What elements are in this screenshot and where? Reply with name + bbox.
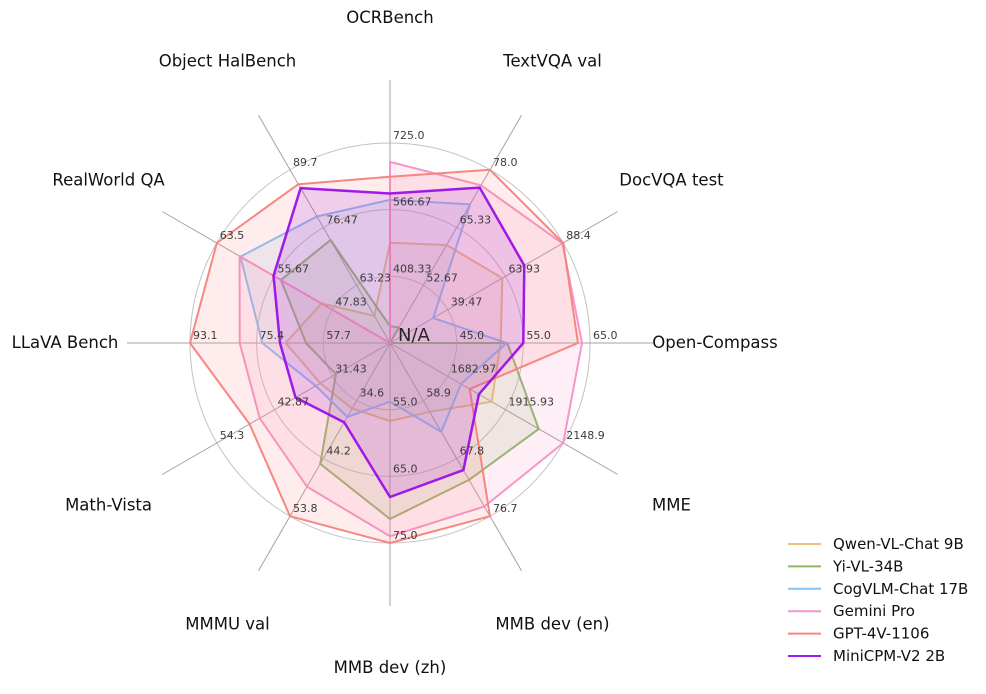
- tick-label-mme-2: 2148.9: [566, 429, 605, 442]
- series-polygons: [189, 160, 583, 544]
- axis-spoke-docvqa-test: [389, 211, 619, 344]
- tick-label-docvqa-test-1: 63.93: [508, 262, 540, 275]
- axis-title-mme: MME: [652, 496, 691, 515]
- tick-label-llava-bench-2: 93.1: [193, 329, 218, 342]
- tick-label-docvqa-test-2: 88.4: [566, 229, 591, 242]
- axis-title-math-vista: Math-Vista: [65, 496, 152, 515]
- tick-label-llava-bench-0: 57.7: [326, 329, 351, 342]
- tick-label-ocrbench-2: 725.0: [393, 129, 425, 142]
- tick-label-mmb-dev-en-1: 67.8: [460, 444, 485, 457]
- axis-title-docvqa-test: DocVQA test: [619, 171, 724, 190]
- series-fill-gemini-pro: [239, 161, 582, 537]
- axis-title-open-compass: Open-Compass: [652, 333, 778, 352]
- series-fill-qwen-vl-chat-9b: [285, 242, 503, 421]
- tick-label-math-vista-2: 54.3: [220, 429, 245, 442]
- tick-label-mme-0: 1682.97: [451, 362, 497, 375]
- axis-spoke-mme: [389, 342, 619, 475]
- axis-title-textvqa-val: TextVQA val: [502, 52, 602, 71]
- tick-label-textvqa-val-1: 65.33: [460, 214, 492, 227]
- legend-label-yi-vl-34b: Yi-VL-34B: [832, 557, 903, 575]
- tick-label-open-compass-0: 45.0: [460, 329, 485, 342]
- tick-label-textvqa-val-2: 78.0: [493, 156, 518, 169]
- legend-item-minicpm-v2-2b: MiniCPM-V2 2B: [788, 647, 945, 665]
- legend-item-yi-vl-34b: Yi-VL-34B: [788, 557, 903, 575]
- tick-label-mmb-dev-en-2: 76.7: [493, 502, 518, 515]
- tick-label-ocrbench-1: 566.67: [393, 196, 432, 209]
- series-gpt-4v-1106: [189, 168, 579, 544]
- axis-title-mmb-dev-en: MMB dev (en): [495, 614, 609, 633]
- legend: Qwen-VL-Chat 9B Yi-VL-34B CogVLM-Chat 17B G…: [788, 535, 968, 665]
- series-fill-cogvlm-chat-17b: [240, 199, 507, 432]
- axis-title-ocrbench: OCRBench: [346, 8, 433, 27]
- tick-label-ocrbench-0: 408.33: [393, 262, 432, 275]
- legend-label-gemini-pro: Gemini Pro: [833, 602, 915, 620]
- tick-label-open-compass-1: 55.0: [526, 329, 551, 342]
- tick-label-math-vista-0: 31.43: [335, 362, 367, 375]
- tick-label-object-halbench-0: 63.23: [360, 271, 392, 284]
- axis-titles: OCRBench TextVQA val DocVQA test Open-Compa…: [12, 8, 778, 677]
- series-line-gpt-4v-1106: [189, 168, 579, 544]
- tick-label-mmb-dev-zh-2: 75.0: [393, 529, 418, 542]
- axis-spoke-mmmu-val: [258, 342, 391, 572]
- series-fill-minicpm-v2-2b: [273, 187, 525, 497]
- series-minicpm-v2-2b: [272, 186, 526, 499]
- tick-labels: 408.33 566.67 725.0 52.67 65.33 78.0 39.47 63.9…: [193, 129, 618, 542]
- legend-label-qwen-vl-chat-9b: Qwen-VL-Chat 9B: [833, 535, 964, 553]
- tick-label-math-vista-1: 42.87: [278, 396, 310, 409]
- series-fill-yi-vl-34b: [280, 240, 539, 519]
- axis-title-mmb-dev-zh: MMB dev (zh): [334, 658, 447, 677]
- tick-label-open-compass-2: 65.0: [593, 329, 618, 342]
- series-line-minicpm-v2-2b: [272, 186, 526, 499]
- legend-item-gpt-4v-1106: GPT-4V-1106: [788, 625, 929, 643]
- tick-label-mmmu-val-1: 44.2: [326, 444, 351, 457]
- axis-spoke-textvqa-val: [389, 114, 522, 344]
- tick-label-mme-1: 1915.93: [508, 396, 554, 409]
- axis-title-mmmu-val: MMMU val: [185, 614, 270, 633]
- legend-item-qwen-vl-chat-9b: Qwen-VL-Chat 9B: [788, 535, 964, 553]
- tick-label-object-halbench-1: 76.47: [326, 214, 358, 227]
- axis-title-realworld-qa: RealWorld QA: [52, 171, 165, 190]
- axis-spoke-object-halbench: [258, 114, 391, 344]
- legend-label-cogvlm-chat-17b: CogVLM-Chat 17B: [833, 580, 968, 598]
- legend-item-gemini-pro: Gemini Pro: [788, 602, 915, 620]
- axis-spoke-mmb-dev-en: [389, 342, 522, 572]
- tick-label-llava-bench-1: 75.4: [260, 329, 285, 342]
- legend-label-minicpm-v2-2b: MiniCPM-V2 2B: [833, 647, 945, 665]
- axis-title-llava-bench: LLaVA Bench: [12, 333, 119, 352]
- legend-label-gpt-4v-1106: GPT-4V-1106: [833, 625, 929, 643]
- tick-label-object-halbench-2: 89.7: [293, 156, 318, 169]
- tick-label-mmb-dev-en-0: 58.9: [426, 387, 451, 400]
- tick-label-realworld-qa-2: 63.5: [220, 229, 245, 242]
- tick-label-mmmu-val-0: 34.6: [360, 387, 385, 400]
- tick-label-textvqa-val-0: 52.67: [426, 271, 458, 284]
- tick-label-realworld-qa-1: 55.67: [278, 262, 310, 275]
- center-na-label: N/A: [398, 325, 431, 346]
- axis-title-object-halbench: Object HalBench: [159, 52, 297, 71]
- series-fill-gpt-4v-1106: [190, 169, 578, 544]
- axis-spoke-math-vista: [161, 342, 391, 475]
- tick-label-mmb-dev-zh-0: 55.0: [393, 396, 418, 409]
- tick-label-realworld-qa-0: 47.83: [335, 296, 367, 309]
- tick-label-mmb-dev-zh-1: 65.0: [393, 462, 418, 475]
- tick-label-docvqa-test-0: 39.47: [451, 296, 483, 309]
- tick-label-mmmu-val-2: 53.8: [293, 502, 318, 515]
- legend-item-cogvlm-chat-17b: CogVLM-Chat 17B: [788, 580, 968, 598]
